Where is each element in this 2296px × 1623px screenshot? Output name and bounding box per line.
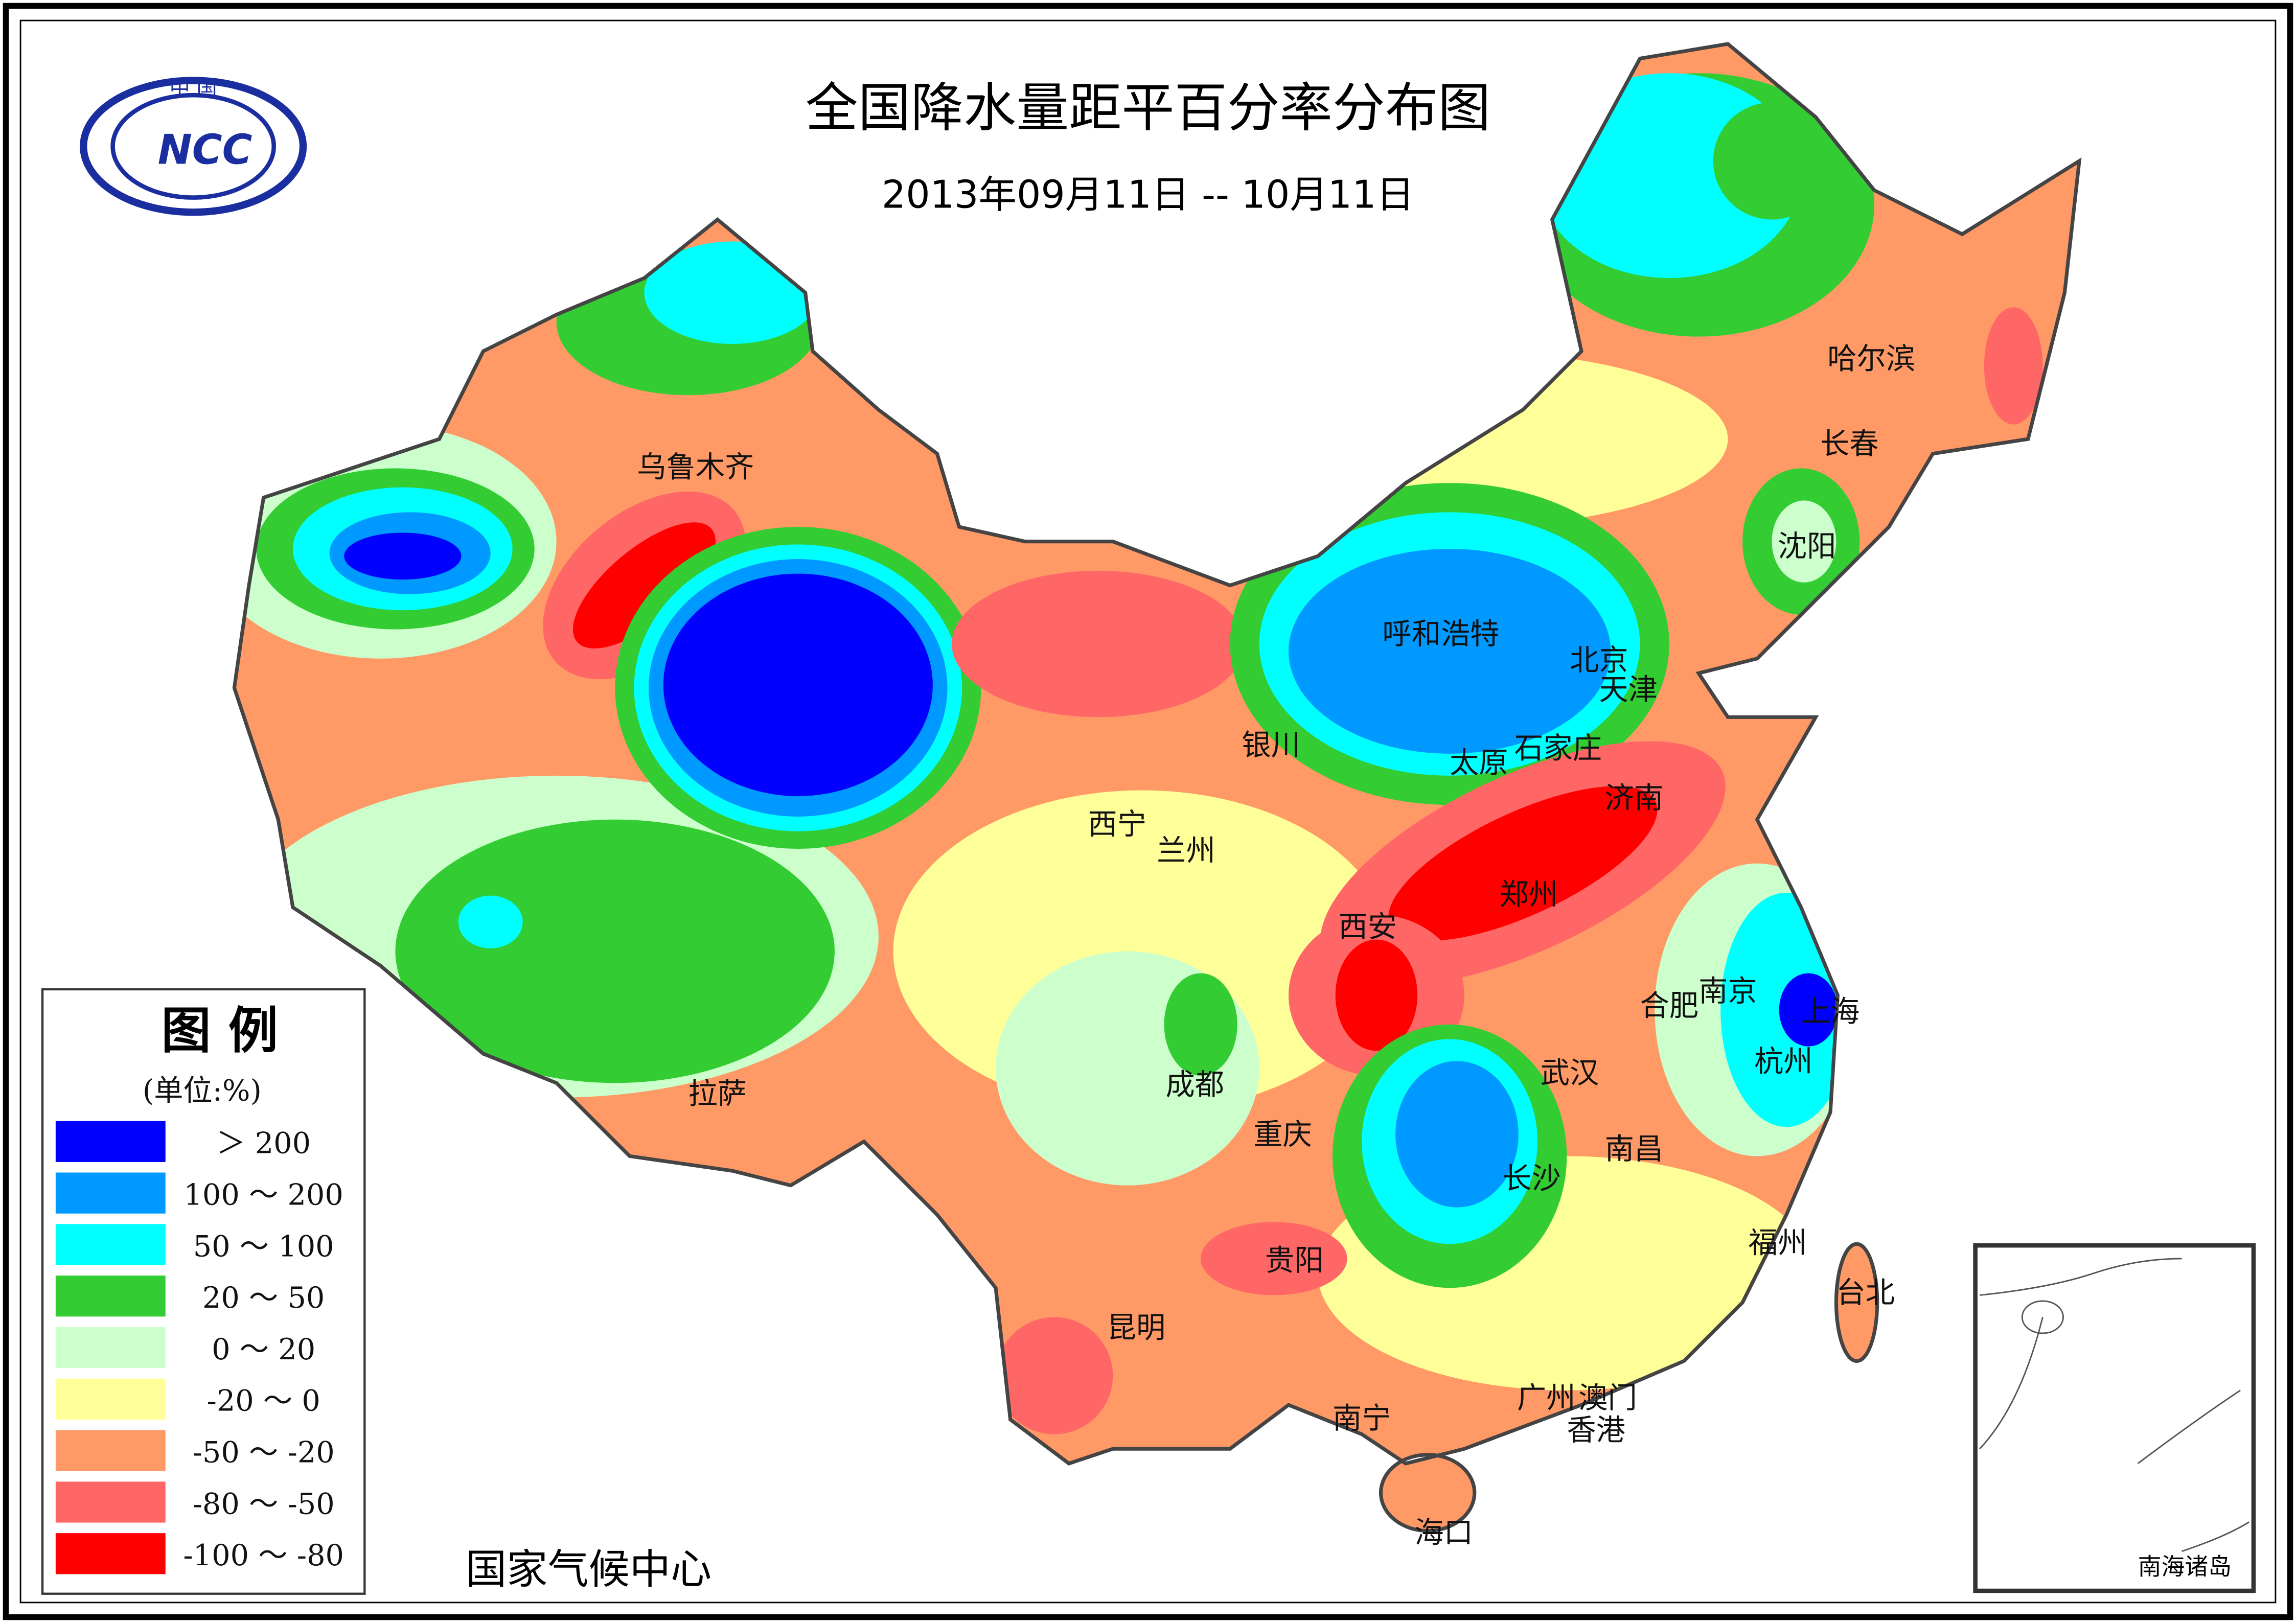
city-label: 南京 [1698, 974, 1757, 1008]
city-label: 兰州 [1157, 833, 1215, 868]
legend-swatch [55, 1172, 166, 1214]
city-label: 济南 [1605, 781, 1664, 815]
legend: 图 例 (单位:%) ＞ 200 100 ～ 200 50 ～ 100 20 ～ 50… [41, 988, 366, 1595]
city-label: 上海 [1801, 994, 1860, 1029]
city-label: 长春 [1820, 427, 1879, 461]
inset-label: 南海诸岛 [2138, 1553, 2232, 1581]
city-label: 呼和浩特 [1382, 617, 1499, 651]
svg-text:NCC: NCC [158, 126, 252, 174]
svg-text:中 国: 中 国 [170, 77, 217, 100]
legend-swatch [55, 1533, 166, 1574]
city-label: 昆明 [1107, 1311, 1166, 1345]
legend-swatch [55, 1481, 166, 1523]
city-label: 重庆 [1253, 1118, 1312, 1152]
legend-swatch [55, 1224, 166, 1265]
city-label: 太原 [1450, 746, 1508, 780]
city-labels: 乌鲁木齐 哈尔滨 长春 沈阳 呼和浩特 北京 天津 银川 太原 石家庄 济南 西… [637, 342, 1915, 1550]
legend-label: 20 ～ 50 [202, 1281, 325, 1315]
legend-label: 0 ～ 20 [212, 1332, 315, 1366]
city-label: 长沙 [1502, 1161, 1561, 1195]
legend-swatch [55, 1121, 166, 1162]
legend-label: -20 ～ 0 [206, 1384, 320, 1418]
city-label: 福州 [1749, 1225, 1807, 1260]
city-label: 石家庄 [1514, 731, 1602, 765]
issuer-label: 国家气候中心 [466, 1546, 711, 1593]
city-label: 澳门 [1578, 1381, 1637, 1415]
legend-label: -80 ～ -50 [193, 1487, 335, 1521]
inner-frame [19, 19, 2277, 1604]
legend-label: 100 ～ 200 [183, 1178, 343, 1212]
legend-swatch [55, 1276, 166, 1317]
map-subtitle: 2013年09月11日 -- 10月11日 [882, 173, 1414, 217]
city-label: 南宁 [1333, 1401, 1391, 1435]
ncc-logo: 中 国 NCC [80, 77, 307, 216]
city-label: 西宁 [1088, 807, 1147, 841]
legend-swatch [55, 1430, 166, 1471]
city-label: 西安 [1338, 910, 1397, 944]
city-label: 拉萨 [688, 1076, 747, 1110]
legend-swatch [55, 1327, 166, 1369]
legend-label: ＞ 200 [216, 1126, 311, 1161]
city-label: 南昌 [1605, 1132, 1664, 1166]
city-label: 乌鲁木齐 [637, 450, 754, 484]
city-label: 银川 [1242, 728, 1300, 762]
city-label: 沈阳 [1778, 529, 1836, 563]
city-label: 北京 [1570, 643, 1628, 678]
city-label: 合肥 [1640, 989, 1699, 1023]
map-title: 全国降水量距平百分率分布图 [806, 77, 1491, 138]
legend-title: 图 例 [161, 1002, 278, 1060]
legend-label: -50 ～ -20 [193, 1435, 335, 1470]
city-label: 台北 [1836, 1276, 1895, 1310]
legend-label: 50 ～ 100 [193, 1229, 334, 1263]
legend-swatch [55, 1378, 166, 1420]
city-label: 哈尔滨 [1827, 342, 1915, 376]
south-china-sea-inset: 南海诸岛 [1973, 1243, 2256, 1593]
city-label: 香港 [1567, 1413, 1625, 1447]
city-label: 成都 [1165, 1068, 1224, 1102]
city-label: 贵阳 [1265, 1243, 1324, 1278]
legend-label: -100 ～ -80 [183, 1538, 344, 1572]
city-label: 天津 [1599, 673, 1658, 707]
legend-unit: (单位:%) [143, 1074, 262, 1108]
city-label: 海口 [1414, 1515, 1473, 1549]
city-label: 武汉 [1541, 1056, 1599, 1090]
city-label: 郑州 [1500, 877, 1558, 912]
city-label: 杭州 [1754, 1044, 1813, 1078]
outer-frame [3, 3, 2293, 1620]
city-label: 广州 [1517, 1381, 1576, 1415]
